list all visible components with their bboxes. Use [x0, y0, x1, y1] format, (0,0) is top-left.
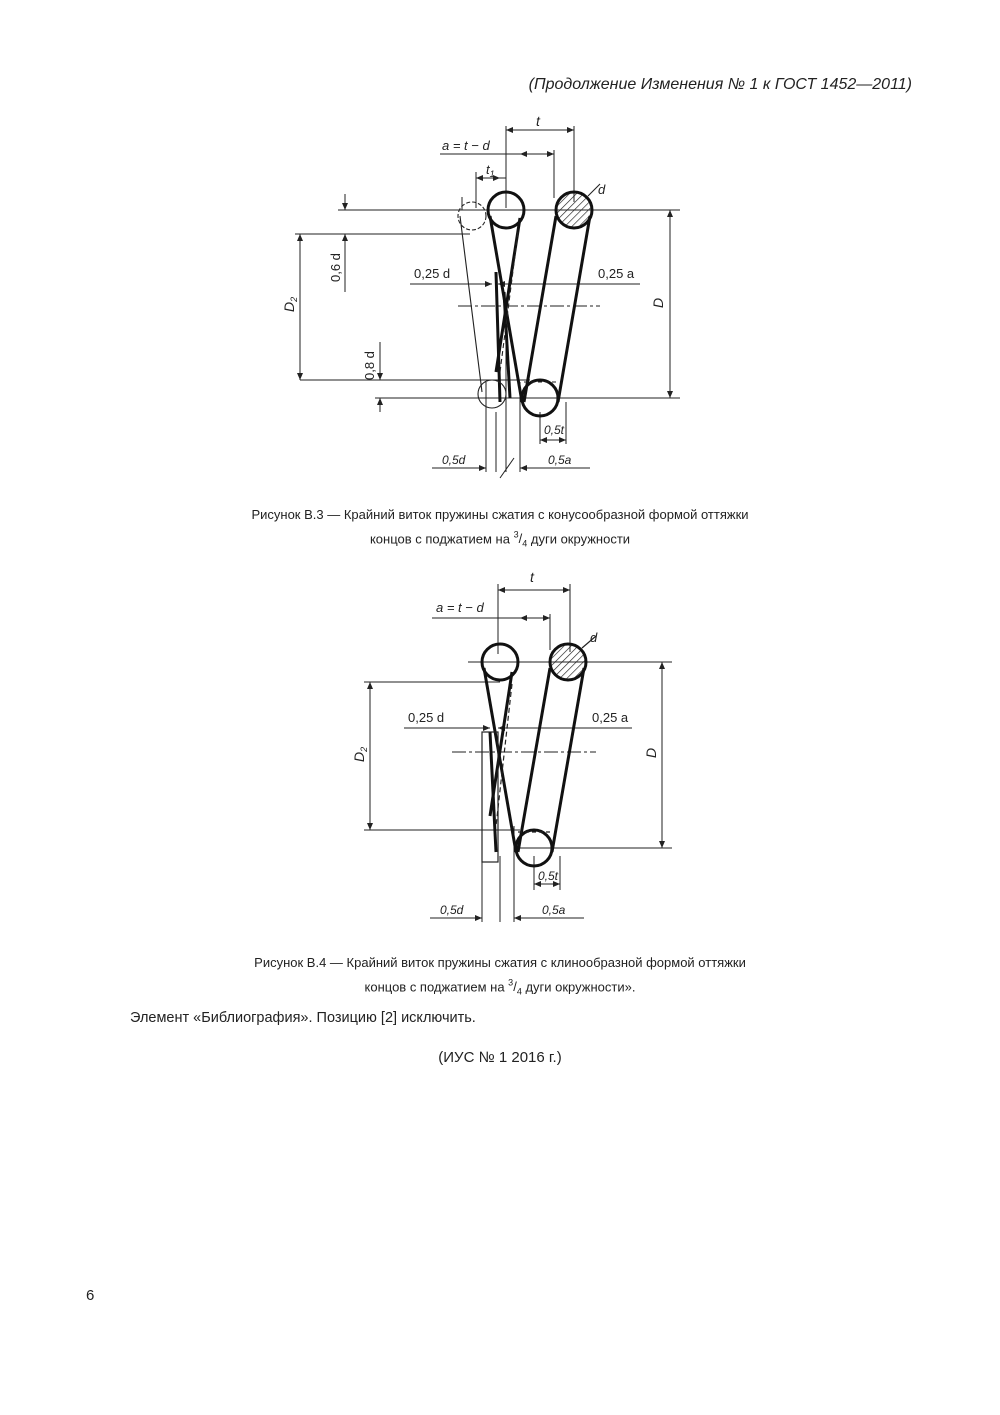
figure-b3-caption-line1: Рисунок В.3 — Крайний виток пружины сжат…	[251, 507, 749, 522]
figure-b3-caption: Рисунок В.3 — Крайний виток пружины сжат…	[0, 504, 1000, 555]
fig3-label-06d: 0,6 d	[328, 253, 343, 282]
figure-b4-caption-line1: Рисунок В.4 — Крайний виток пружины сжат…	[254, 955, 746, 970]
bibliography-paragraph: Элемент «Библиография». Позицию [2] искл…	[130, 1010, 476, 1026]
fig3-label-t: t	[536, 113, 541, 129]
figure-b3-drawing: t a = t − d t1 d 0,25 d 0,25 a D D2 0,6 …	[0, 112, 1000, 492]
figure-b4-caption: Рисунок В.4 — Крайний виток пружины сжат…	[0, 952, 1000, 1003]
fig4-label-05d: 0,5d	[440, 903, 464, 917]
fig4-label-t: t	[530, 569, 535, 585]
fig3-label-t1: t1	[486, 162, 495, 179]
figure-b4-drawing: t a = t − d d 0,25 d 0,25 a D D2 0,5t 0,…	[0, 566, 1000, 938]
fig3-label-a-eq: a = t − d	[442, 138, 490, 153]
fig4-label-025a: 0,25 a	[592, 710, 629, 725]
fig4-label-d: d	[590, 630, 598, 645]
fig4-label-05a: 0,5a	[542, 903, 566, 917]
fig4-label-025d: 0,25 d	[408, 710, 444, 725]
figure-b3-caption-line2: концов с поджатием на 3/4 дуги окружност…	[369, 530, 631, 549]
fig3-label-025d: 0,25 d	[414, 266, 450, 281]
fig4-label-D: D	[643, 748, 659, 758]
page-number: 6	[86, 1287, 95, 1304]
fig3-label-d: d	[598, 182, 606, 197]
fig4-label-05t: 0,5t	[538, 869, 559, 883]
fig3-label-05t: 0,5t	[544, 423, 565, 437]
fig3-label-D: D	[650, 298, 666, 308]
fig3-label-025a: 0,25 a	[598, 266, 635, 281]
figure-b4-svg: t a = t − d d 0,25 d 0,25 a D D2 0,5t 0,…	[351, 569, 672, 922]
fig4-label-D2: D2	[351, 747, 369, 762]
figure-b4-caption-line2: концов с поджатием на 3/4 дуги окружност…	[364, 978, 636, 997]
figure-b3-svg: t a = t − d t1 d 0,25 d 0,25 a D D2 0,6 …	[281, 113, 680, 479]
fig4-label-a-eq: a = t − d	[436, 600, 484, 615]
fig3-label-D2: D2	[281, 297, 299, 312]
fig3-label-08d: 0,8 d	[362, 351, 377, 380]
fig3-label-05d: 0,5d	[442, 453, 466, 467]
document-header: (Продолжение Изменения № 1 к ГОСТ 1452—2…	[528, 76, 912, 93]
fig3-label-05a: 0,5a	[548, 453, 572, 467]
ius-reference: (ИУС № 1 2016 г.)	[438, 1049, 562, 1066]
